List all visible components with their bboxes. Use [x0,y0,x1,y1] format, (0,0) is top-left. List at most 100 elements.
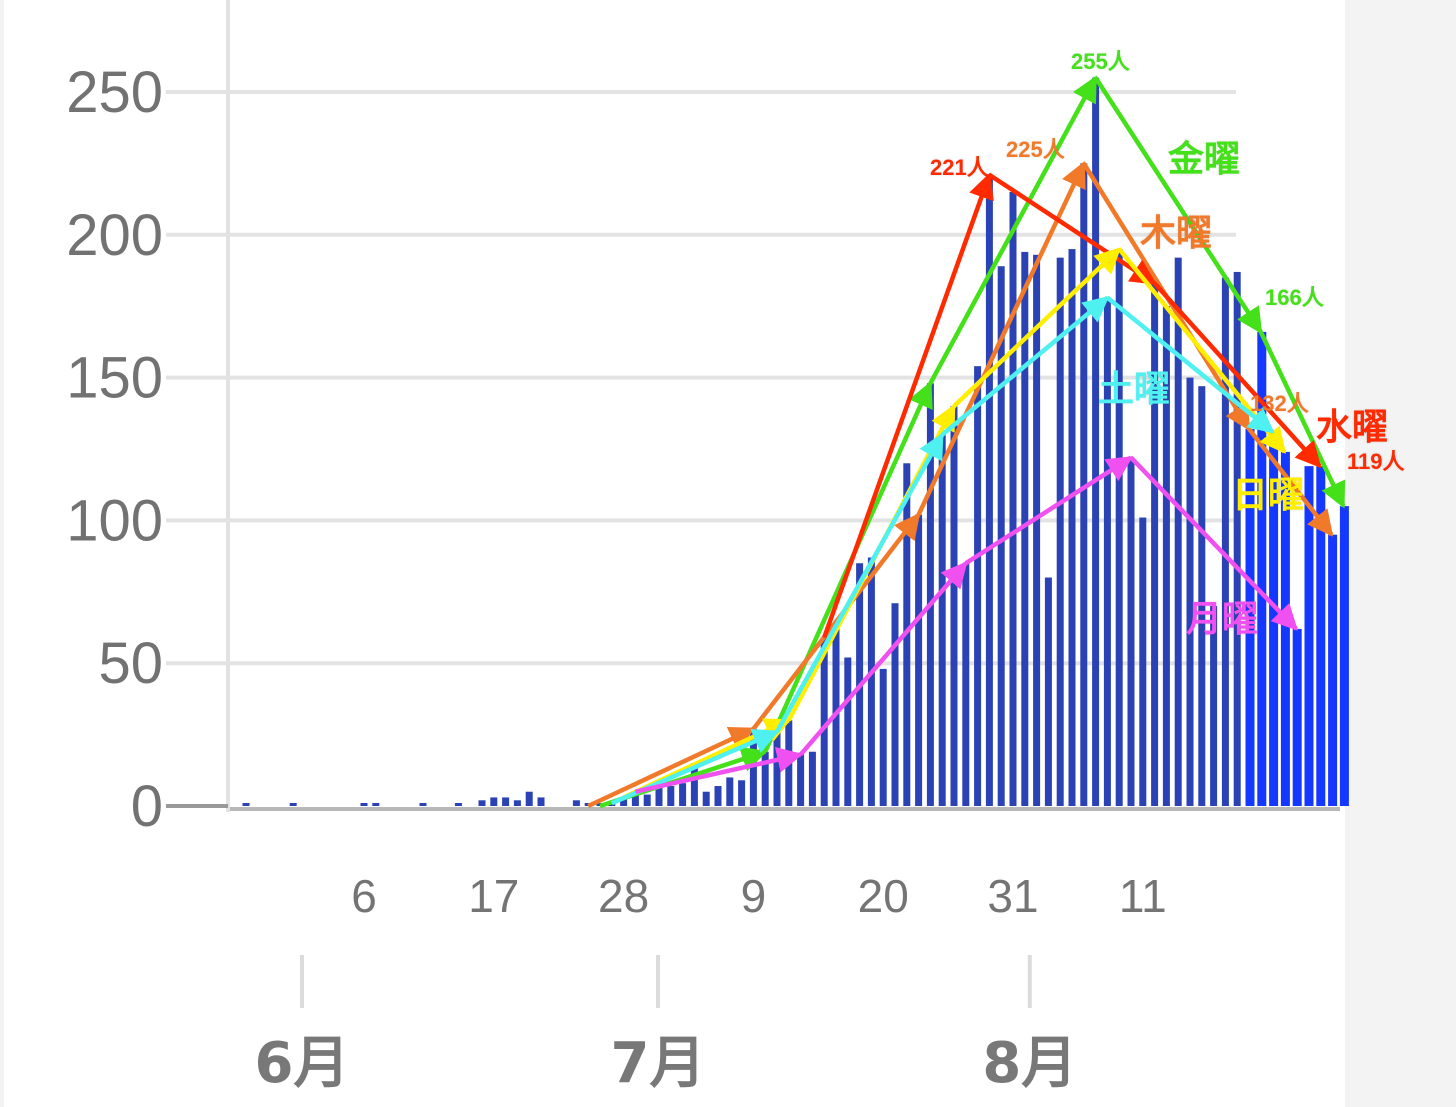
bar-7/14 [808,751,816,806]
x-tick-label: 28 [598,870,649,922]
bar-5/27 [242,803,250,806]
arrow-segment [988,172,1157,286]
arrow-segment [1129,456,1299,631]
bar-6/27 [608,803,616,806]
bar-7/21 [891,603,899,806]
bar-6/11 [419,803,427,806]
bar-7/17 [844,657,852,806]
bar-8/24 [1292,628,1302,806]
bar-8/11 [1139,517,1147,806]
bar-6/28 [620,797,628,806]
bar-6/19 [513,800,521,806]
bar-7/25 [938,434,946,806]
bar-8/19 [1233,271,1241,807]
arrow-segment [916,161,1086,516]
x-tick-label: 9 [741,870,767,922]
bar-8/21 [1257,331,1267,806]
bar-7/30 [997,266,1005,806]
y-tick-label: 200 [66,203,163,268]
x-tick-label: 31 [987,870,1038,922]
weekday-label-saturday: 土曜 [1098,368,1171,409]
bar-8/10 [1127,457,1135,806]
arrow-segment [634,747,804,794]
bar-7/10 [761,751,769,806]
arrow-segment [1152,281,1322,469]
value-label-166: 166人 [1265,285,1324,310]
bar-6/16 [478,800,486,806]
bar-7/28 [974,366,982,806]
weekday-label-wednesday: 水曜 [1316,406,1389,447]
bar-7/23 [915,514,923,806]
bar-7/8 [738,780,746,806]
month-label: 8月 [982,1031,1077,1096]
bar-6/20 [525,791,533,806]
y-tick-label: 100 [66,488,163,553]
bar-8/8 [1103,297,1111,806]
arrow-segment [940,295,1110,437]
bar-8/18 [1221,277,1229,806]
bars [242,77,1349,807]
value-label-221: 221人 [930,155,989,180]
arrow-segment [775,432,945,733]
bar-7/24 [926,383,934,806]
bar-8/4 [1056,257,1064,806]
bar-7/31 [1009,191,1017,806]
bar-7/3 [679,783,687,806]
bar-8/15 [1186,377,1194,806]
arrow-segment [587,726,756,809]
bar-7/4 [690,763,698,806]
bar-7/19 [867,557,875,806]
x-tick-label: 20 [858,870,909,922]
bar-7/1 [655,783,663,806]
bar-8/1 [1021,251,1029,806]
bar-8/25 [1304,466,1314,806]
bar-6/29 [631,791,639,806]
x-tick-label: 11 [1119,870,1167,922]
bar-7/6 [714,786,722,806]
bar-7/27 [962,563,970,806]
x-tick-label: 17 [468,870,519,922]
value-label-119: 119人 [1347,449,1405,474]
arrow-segment [822,172,994,639]
bar-6/17 [490,797,498,806]
arrow-series-5 [634,455,1299,794]
bar-6/21 [537,797,545,806]
bar-8/2 [1033,254,1041,807]
y-tick-label: 250 [66,60,163,125]
bar-7/5 [702,791,710,806]
left-edge [0,0,4,1107]
weekday-label-monday: 月曜 [1186,598,1259,639]
month-label: 6月 [255,1031,350,1096]
arrow-series-4 [610,295,1275,806]
bar-8/7 [1092,77,1100,807]
bar-7/26 [950,406,958,806]
bar-8/16 [1198,386,1206,806]
bar-6/30 [643,794,651,806]
bar-6/14 [454,803,462,806]
bar-8/9 [1115,249,1123,806]
bar-8/28 [1339,506,1349,806]
bar-6/18 [502,797,510,806]
bar-6/24 [572,800,580,806]
bar-8/12 [1151,283,1159,806]
arrow-segment [1105,295,1275,434]
bar-7/16 [832,628,840,806]
arrow-segment [1258,330,1346,509]
month-label: 7月 [611,1031,706,1096]
bar-7/15 [820,637,828,806]
arrow-segment [798,561,968,757]
bar-8/20 [1245,429,1255,806]
bar-8/13 [1162,306,1170,806]
right-panel [1345,0,1456,1107]
weekday-arrows [587,75,1346,809]
bar-8/5 [1068,249,1076,806]
weekday-label-friday: 金曜 [1168,138,1241,179]
arrow-segment [952,247,1122,408]
x-tick-label: 6 [351,870,377,922]
bar-6/6 [360,803,368,806]
gridlines [166,0,1340,812]
y-axis-ticks: 0 50 100 150 200 250 [66,60,163,839]
x-axis-ticks: 6 17 28 9 20 31 11 6月 7月 8月 [255,870,1167,1096]
value-label-132: 132人 [1250,391,1309,416]
